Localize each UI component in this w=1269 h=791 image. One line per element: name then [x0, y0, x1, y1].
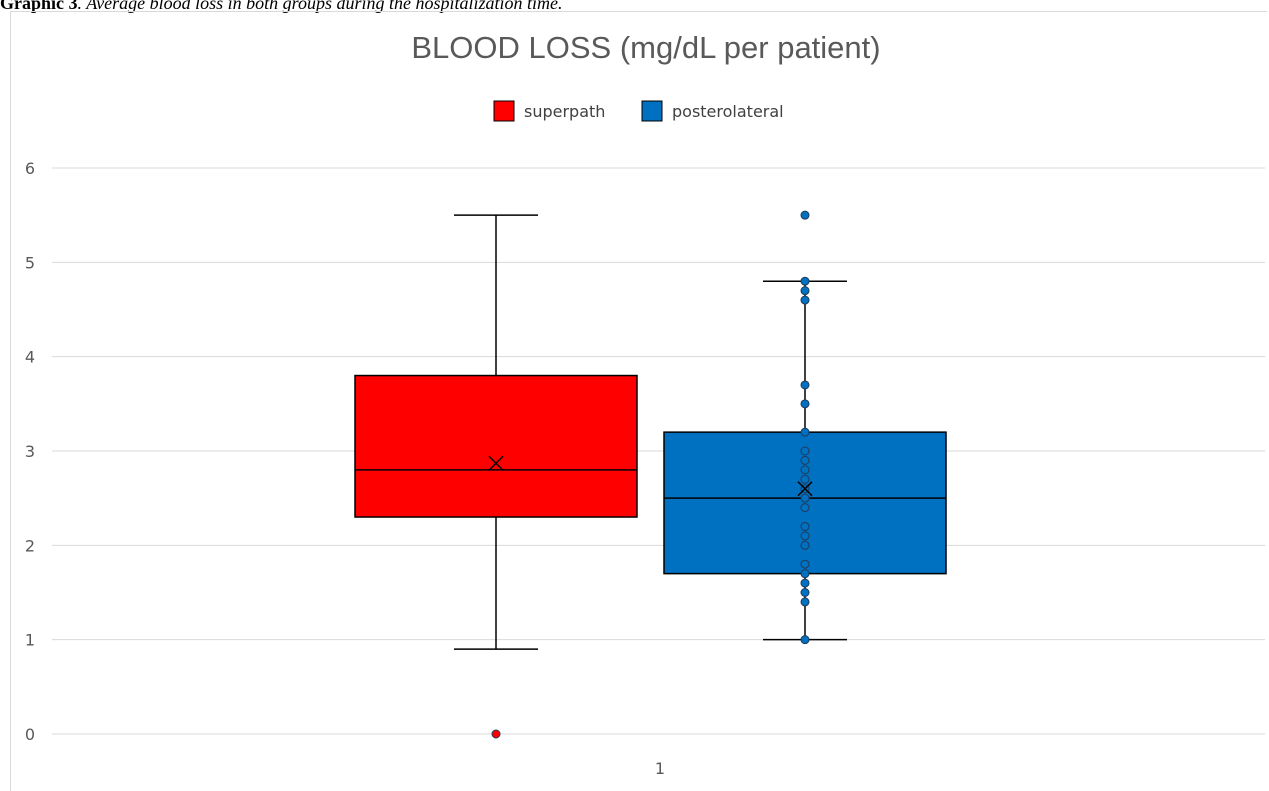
legend-label-superpath: superpath — [524, 102, 605, 121]
data-point — [800, 503, 810, 513]
caption-text: . Average blood loss in both groups duri… — [77, 0, 563, 13]
y-axis: 0 1 2 3 4 5 6 — [25, 159, 35, 744]
caption-label: Graphic 3 — [0, 0, 78, 13]
data-point — [800, 597, 810, 607]
data-point — [800, 276, 810, 286]
outlier-point — [491, 729, 501, 739]
mean-marker — [488, 455, 504, 471]
data-point — [800, 531, 810, 541]
data-point — [800, 295, 810, 305]
chart-frame — [10, 11, 1267, 791]
mean-marker — [797, 481, 813, 497]
data-point — [800, 427, 810, 437]
data-point — [800, 569, 810, 579]
box-series — [354, 210, 947, 739]
data-point — [800, 635, 810, 645]
data-point — [800, 380, 810, 390]
data-point — [800, 578, 810, 588]
box-iqr — [354, 374, 638, 518]
y-tick-label: 5 — [25, 253, 35, 272]
outlier-point — [800, 210, 810, 220]
data-point — [800, 286, 810, 296]
y-tick-label: 4 — [25, 348, 35, 367]
data-point — [800, 588, 810, 597]
legend-swatch-superpath — [493, 100, 515, 122]
box-posterolateral — [663, 210, 947, 645]
data-point — [800, 559, 810, 569]
y-tick-label: 1 — [25, 631, 35, 650]
legend-swatch-posterolateral — [641, 100, 663, 122]
data-point — [800, 399, 810, 409]
data-point — [800, 465, 810, 475]
data-point — [800, 521, 810, 531]
data-point — [800, 474, 810, 484]
box-superpath — [354, 214, 638, 739]
y-tick-label: 2 — [25, 536, 35, 555]
x-tick-label: 1 — [655, 759, 665, 778]
legend-label-posterolateral: posterolateral — [672, 102, 784, 121]
data-point — [800, 446, 810, 456]
legend: superpath posterolateral — [493, 100, 784, 122]
y-tick-label: 0 — [25, 725, 35, 744]
y-tick-label: 6 — [25, 159, 35, 178]
data-point — [800, 455, 810, 465]
gridlines — [52, 167, 1265, 735]
data-point — [800, 493, 810, 503]
y-tick-label: 3 — [25, 442, 35, 461]
data-point — [800, 540, 810, 550]
chart-title: BLOOD LOSS (mg/dL per patient) — [411, 30, 880, 65]
figure-caption: Graphic 3. Average blood loss in both gr… — [0, 0, 563, 13]
